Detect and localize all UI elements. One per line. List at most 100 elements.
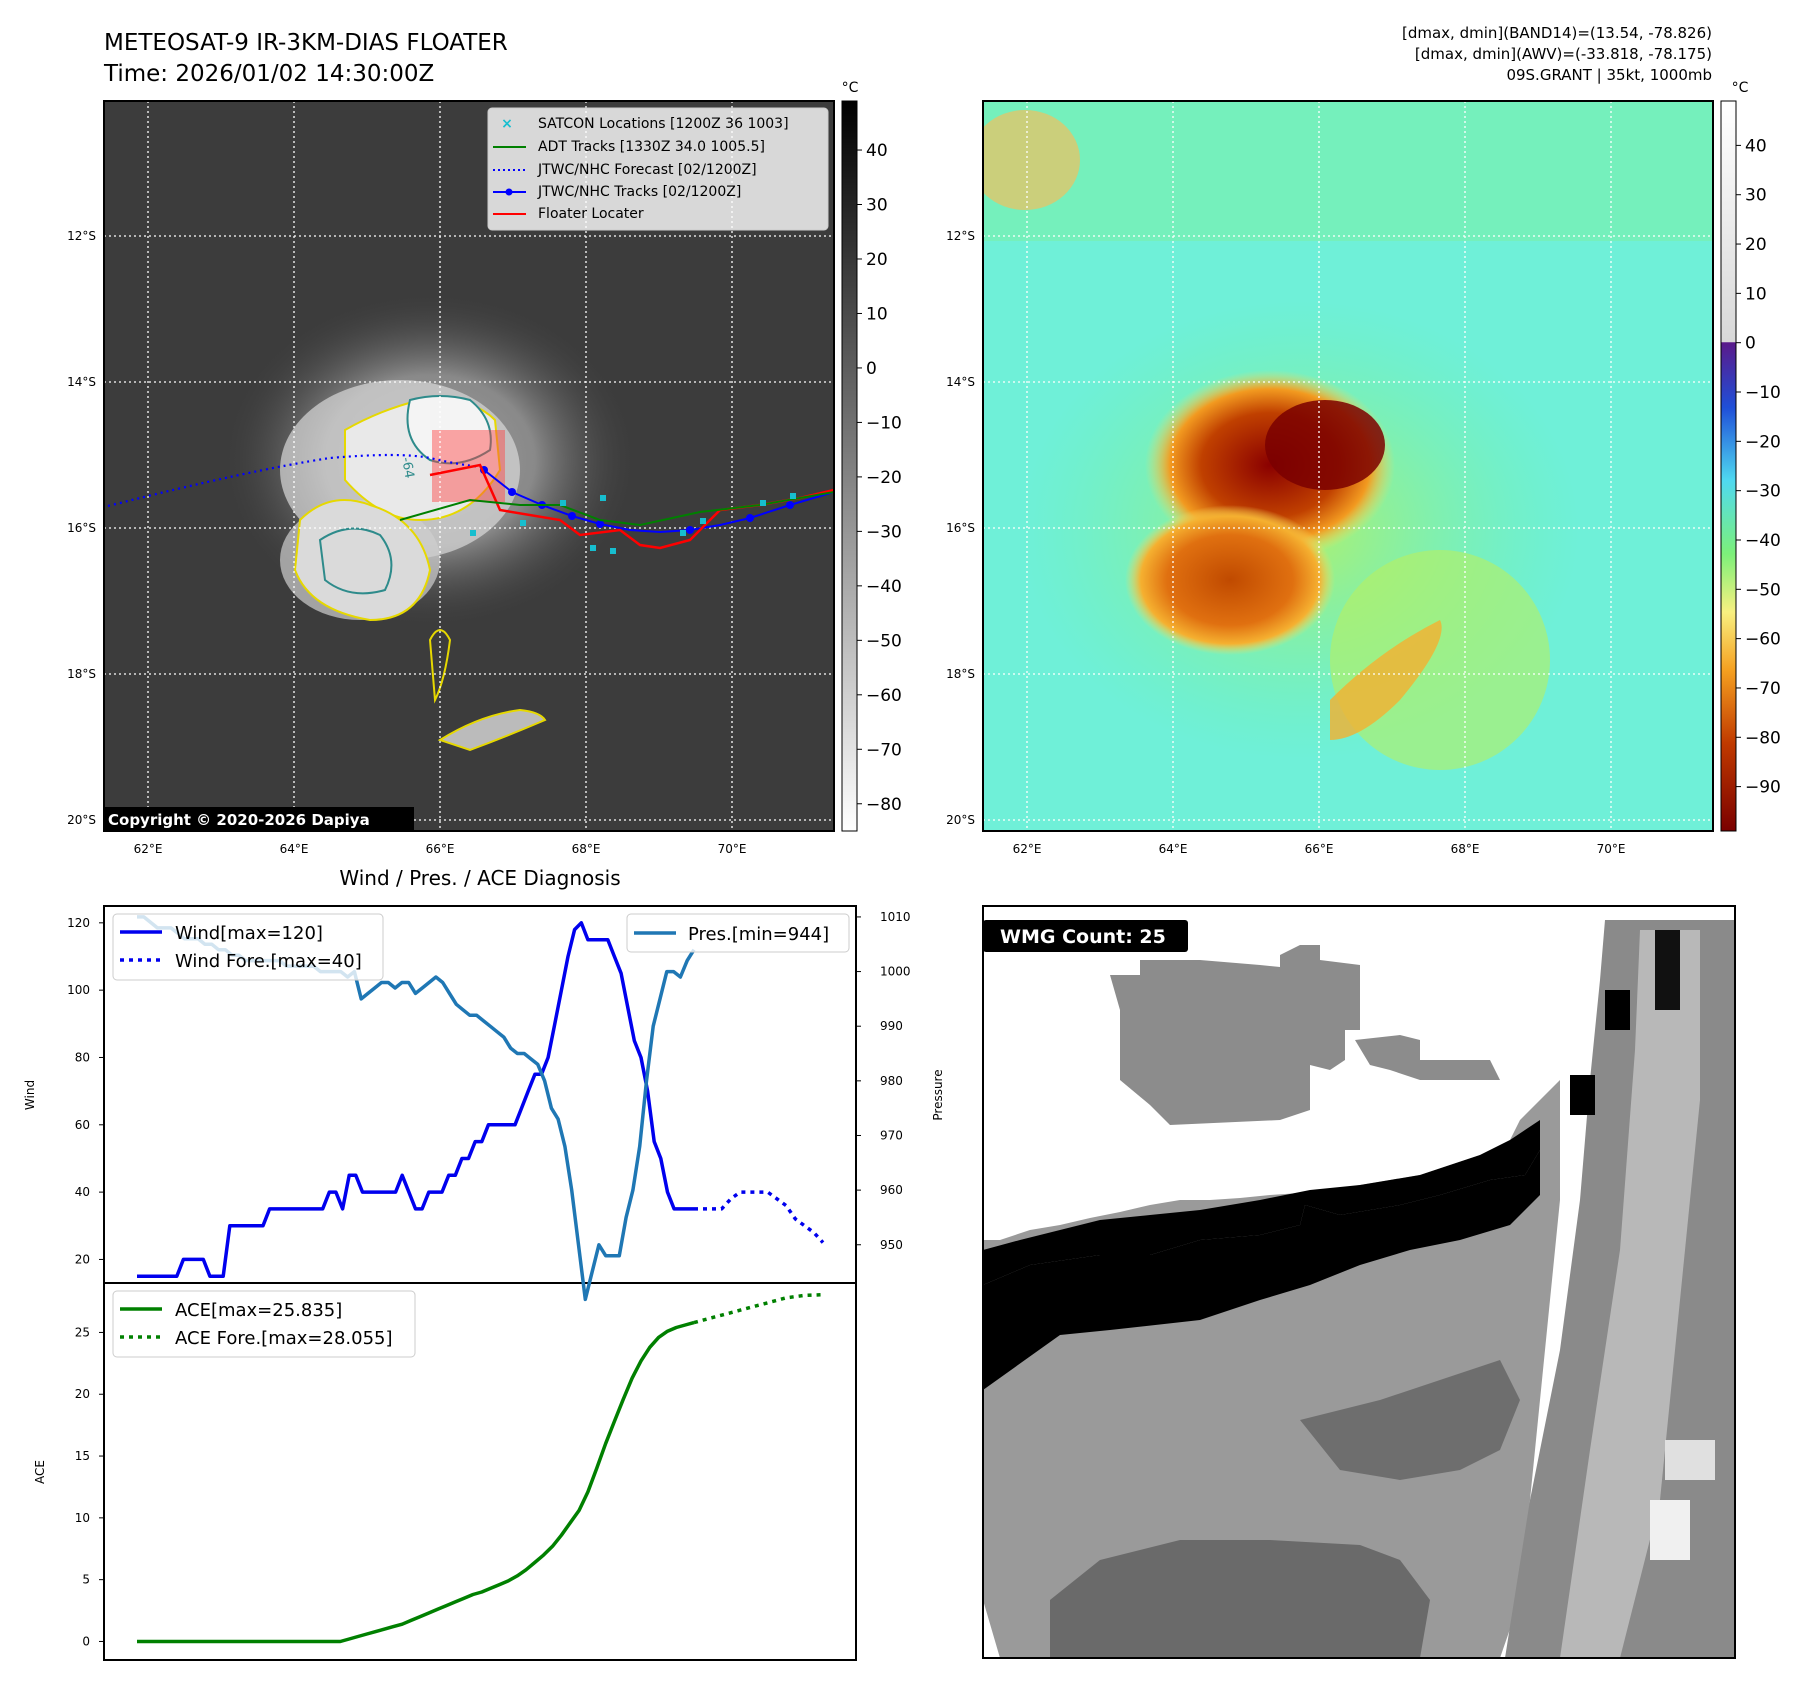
adt-track bbox=[399, 491, 834, 527]
lon-label: 64°E bbox=[280, 842, 309, 856]
ace-series-line bbox=[137, 1320, 695, 1644]
axis-tick-label: 1010 bbox=[880, 910, 911, 924]
awv-map-panel: 12°S 14°S 16°S 18°S 20°S 62°E 64°E 66°E … bbox=[946, 80, 1781, 856]
colorbar-tick-label: 10 bbox=[1745, 284, 1767, 304]
wmg-dark-cell bbox=[1655, 930, 1680, 1010]
legend-entry: JTWC/NHC Tracks [02/1200Z] bbox=[537, 184, 741, 200]
lat-label: 20°S bbox=[946, 813, 975, 827]
colorbar-tick-label: −20 bbox=[1745, 432, 1781, 452]
axis-tick-label: 15 bbox=[75, 1449, 90, 1463]
legend-entry: Floater Locater bbox=[538, 206, 644, 222]
awv-coldest-core bbox=[1265, 400, 1385, 490]
wmg-panel: WMG Count: 25 bbox=[982, 905, 1736, 1659]
axis-tick-label: 120 bbox=[67, 916, 90, 930]
lon-label: 70°E bbox=[1597, 842, 1626, 856]
ir-legend: × SATCON Locations [1200Z 36 1003] ADT T… bbox=[487, 107, 829, 231]
main-title: METEOSAT-9 IR-3KM-DIAS FLOATER bbox=[104, 30, 508, 56]
colorbar-tick-label: −30 bbox=[1745, 482, 1781, 502]
axis-tick-label: 1000 bbox=[880, 965, 911, 979]
awv-colorbar-unit: °C bbox=[1732, 80, 1749, 96]
legend-entry: SATCON Locations [1200Z 36 1003] bbox=[538, 116, 789, 132]
colorbar-tick-label: −40 bbox=[866, 577, 902, 597]
awv-lat-labels: 12°S 14°S 16°S 18°S 20°S bbox=[946, 229, 975, 827]
axis-tick-label: 20 bbox=[75, 1252, 90, 1266]
lon-label: 62°E bbox=[134, 842, 163, 856]
legend-box bbox=[626, 913, 850, 953]
wmg-black-band bbox=[983, 1150, 1540, 1390]
ir-lat-labels: 12°S 14°S 16°S 18°S 20°S bbox=[67, 229, 96, 827]
wmg-light-cell bbox=[1650, 1500, 1690, 1560]
awv-lon-labels: 62°E 64°E 66°E 68°E 70°E bbox=[1013, 842, 1626, 856]
awv-gridlines bbox=[983, 101, 1713, 831]
wind-forecast-legend-label: Wind Fore.[max=40] bbox=[175, 951, 362, 972]
lon-label: 68°E bbox=[1451, 842, 1480, 856]
lat-label: 14°S bbox=[67, 375, 96, 389]
awv-secondary-core bbox=[1125, 505, 1335, 655]
ir-secondary-inner-contour bbox=[318, 527, 393, 595]
legend-box bbox=[487, 107, 829, 231]
ir-rainband-contour bbox=[437, 708, 547, 752]
pressure-legend-label: Pres.[min=944] bbox=[688, 924, 829, 945]
colorbar-tick-label: −20 bbox=[866, 468, 902, 488]
ace-forecast-legend-label: ACE Fore.[max=28.055] bbox=[175, 1328, 393, 1349]
lon-label: 66°E bbox=[426, 842, 455, 856]
axis-tick-label: 970 bbox=[880, 1128, 903, 1142]
colorbar-tick-label: −30 bbox=[866, 522, 902, 542]
lat-label: 16°S bbox=[67, 521, 96, 535]
wmg-dark-patch bbox=[1300, 1360, 1520, 1480]
ir-colorbar-ticks: 40 30 20 10 0 −10 −20 −30 −40 −50 −60 −70 −80 bbox=[857, 141, 902, 815]
axis-tick-label: 5 bbox=[82, 1573, 90, 1587]
wind-legend: Wind[max=120] Wind Fore.[max=40] bbox=[112, 913, 384, 981]
wmg-gray-patch bbox=[1280, 945, 1360, 1070]
wmg-frame bbox=[982, 905, 1736, 1659]
colorbar-tick-label: −60 bbox=[1745, 630, 1781, 650]
colorbar-tick-label: −10 bbox=[866, 413, 902, 433]
awv-rainband bbox=[1330, 620, 1442, 740]
pressure-legend: Pres.[min=944] bbox=[626, 913, 850, 953]
ir-secondary-contour bbox=[293, 499, 432, 622]
legend-entry: ADT Tracks [1330Z 34.0 1005.5] bbox=[538, 139, 765, 155]
lon-label: 70°E bbox=[718, 842, 747, 856]
wmg-count-label: WMG Count: 25 bbox=[1000, 926, 1166, 948]
awv-colorbar bbox=[1720, 100, 1737, 832]
colorbar-tick-label: 40 bbox=[866, 141, 888, 161]
wind-series-line bbox=[137, 921, 694, 1279]
wind-legend-label: Wind[max=120] bbox=[175, 923, 323, 944]
legend-box bbox=[112, 1290, 416, 1358]
colorbar-tick-label: −50 bbox=[1745, 580, 1781, 600]
axis-tick-label: 100 bbox=[67, 983, 90, 997]
ace-axis-ticks: 25 20 15 10 5 0 bbox=[75, 1325, 104, 1648]
pressure-axis-ticks: 1010 1000 990 980 970 960 950 bbox=[856, 910, 911, 1252]
ace-axis-label: ACE bbox=[33, 1460, 47, 1484]
jtwc-forecast-track bbox=[107, 453, 483, 508]
axis-tick-label: 980 bbox=[880, 1074, 903, 1088]
colorbar-tick-label: −90 bbox=[1745, 778, 1781, 798]
lat-label: 18°S bbox=[946, 667, 975, 681]
colorbar-tick-label: −40 bbox=[1745, 531, 1781, 551]
wmg-dark-cell bbox=[1605, 990, 1630, 1030]
wmg-black-edge bbox=[983, 1120, 1540, 1285]
colorbar-tick-label: −50 bbox=[866, 631, 902, 651]
wind-axis-label: Wind bbox=[23, 1080, 37, 1110]
lon-label: 64°E bbox=[1159, 842, 1188, 856]
colorbar-tick-label: 10 bbox=[866, 304, 888, 324]
colorbar-tick-label: 0 bbox=[1745, 334, 1756, 354]
axis-tick-label: 0 bbox=[82, 1634, 90, 1648]
ace-legend: ACE[max=25.835] ACE Fore.[max=28.055] bbox=[112, 1290, 416, 1358]
lat-label: 12°S bbox=[946, 229, 975, 243]
time-label: Time: 2026/01/02 14:30:00Z bbox=[103, 61, 434, 87]
wmg-badge bbox=[983, 920, 1188, 952]
axis-tick-label: 950 bbox=[880, 1238, 903, 1252]
ir-band-contour bbox=[428, 629, 452, 704]
ir-map-frame bbox=[103, 100, 835, 832]
jtwc-best-track bbox=[483, 469, 834, 534]
legend-box bbox=[112, 913, 384, 981]
copyright-bg bbox=[104, 807, 414, 831]
wind-axis-ticks: 120 100 80 60 40 20 bbox=[67, 916, 104, 1266]
storm-info: 09S.GRANT | 35kt, 1000mb bbox=[1506, 66, 1712, 84]
ir-colorbar bbox=[841, 100, 858, 832]
ir-lon-labels: 62°E 64°E 66°E 68°E 70°E bbox=[134, 842, 747, 856]
wind-forecast-series-line bbox=[694, 1190, 825, 1244]
axis-tick-label: 990 bbox=[880, 1019, 903, 1033]
